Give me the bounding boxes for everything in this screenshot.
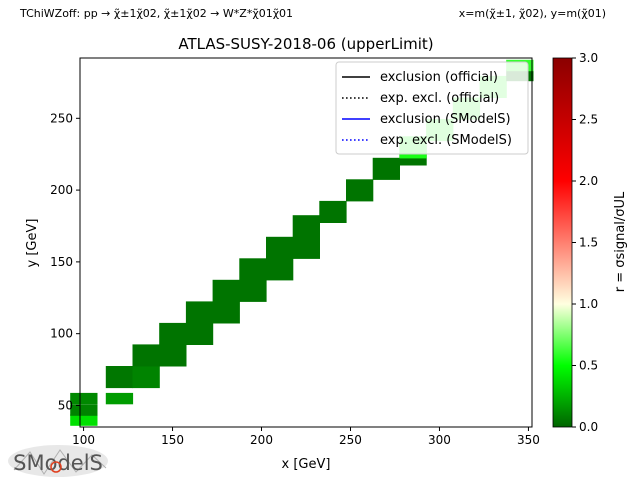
y-tick-label-200: 200 bbox=[50, 183, 73, 197]
x-tick-label-250: 250 bbox=[339, 433, 362, 447]
heatmap-cell-21 bbox=[372, 157, 400, 180]
heatmap-cell-19 bbox=[319, 200, 347, 223]
y-tick-label-150: 150 bbox=[50, 255, 73, 269]
colorbar-ticks: 0.0 0.5 1.0 1.5 2.0 2.5 3.0 bbox=[572, 51, 598, 434]
x-tick-label-200: 200 bbox=[250, 433, 273, 447]
legend-label-2: exclusion (SModelS) bbox=[380, 112, 511, 127]
heatmap-cell-15 bbox=[266, 258, 294, 281]
heatmap-cell-9 bbox=[185, 322, 214, 345]
smodels-logo: SModelS bbox=[8, 445, 108, 477]
heatmap-cell-16 bbox=[266, 236, 294, 259]
heatmap-cell-10 bbox=[185, 301, 214, 324]
colorbar-tick-label-1: 0.5 bbox=[579, 359, 598, 373]
x-tick-label-100: 100 bbox=[72, 433, 95, 447]
legend-label-3: exp. excl. (SModelS) bbox=[380, 133, 512, 148]
heatmap-cell-0 bbox=[70, 414, 98, 426]
colorbar-tick-label-6: 3.0 bbox=[579, 51, 598, 65]
legend-label-1: exp. excl. (official) bbox=[380, 91, 499, 106]
heatmap-cell-8 bbox=[159, 322, 187, 345]
colorbar-tick-label-0: 0.0 bbox=[579, 420, 598, 434]
heatmap-cell-13 bbox=[239, 279, 267, 302]
legend-label-0: exclusion (official) bbox=[380, 70, 498, 85]
logo-lines bbox=[13, 449, 107, 475]
y-tick-label-50: 50 bbox=[58, 398, 73, 412]
heatmap-cell-4 bbox=[105, 366, 134, 389]
logo-background bbox=[8, 445, 108, 477]
y-tick-label-100: 100 bbox=[50, 327, 73, 341]
y-axis-label: y [GeV] bbox=[25, 219, 40, 268]
x-tick-label-150: 150 bbox=[161, 433, 184, 447]
y-axis-ticks: 50 100 150 200 250 bbox=[50, 111, 80, 412]
heatmap-cell-2 bbox=[70, 392, 98, 405]
colorbar-tick-label-3: 1.5 bbox=[579, 236, 598, 250]
colorbar-tick-label-4: 2.0 bbox=[579, 174, 598, 188]
x-axis-ticks: 100 150 200 250 300 350 bbox=[72, 427, 540, 447]
header-right: x=m(χ̃±1, χ̃02), y=m(χ̃01) bbox=[459, 7, 606, 20]
heatmap-cell-5 bbox=[132, 366, 160, 389]
y-tick-label-250: 250 bbox=[50, 111, 73, 125]
heatmap-cell-6 bbox=[132, 344, 160, 367]
heatmap-cell-1 bbox=[70, 404, 98, 416]
heatmap-cell-20 bbox=[346, 179, 374, 202]
colorbar-tick-label-2: 1.0 bbox=[579, 297, 598, 311]
legend: exclusion (official) exp. excl. (official… bbox=[335, 61, 529, 155]
colorbar-label: r = σsignal/σUL bbox=[613, 191, 628, 292]
logo-mark bbox=[50, 461, 62, 473]
plot-frame bbox=[79, 57, 533, 428]
header-left: TChiWZoff: pp → χ̃±1χ̃02, χ̃±1χ̃02 → W*Z… bbox=[19, 7, 293, 20]
colorbar-tick-label-5: 2.5 bbox=[579, 113, 598, 127]
x-axis-label: x [GeV] bbox=[282, 457, 331, 472]
x-tick-label-300: 300 bbox=[428, 433, 451, 447]
heatmap-cell-17 bbox=[292, 236, 320, 259]
heatmap-cell-3 bbox=[105, 392, 134, 405]
colorbar bbox=[552, 57, 573, 428]
heatmap-cell-7 bbox=[159, 344, 187, 367]
heatmap-cell-14 bbox=[239, 258, 267, 281]
x-tick-label-350: 350 bbox=[517, 433, 540, 447]
heatmap-cell-11 bbox=[212, 301, 240, 324]
heatmap-cell-12 bbox=[212, 279, 240, 302]
legend-box bbox=[335, 61, 529, 155]
chart-title: ATLAS-SUSY-2018-06 (upperLimit) bbox=[178, 35, 433, 53]
heatmap-cell-18 bbox=[292, 215, 320, 238]
